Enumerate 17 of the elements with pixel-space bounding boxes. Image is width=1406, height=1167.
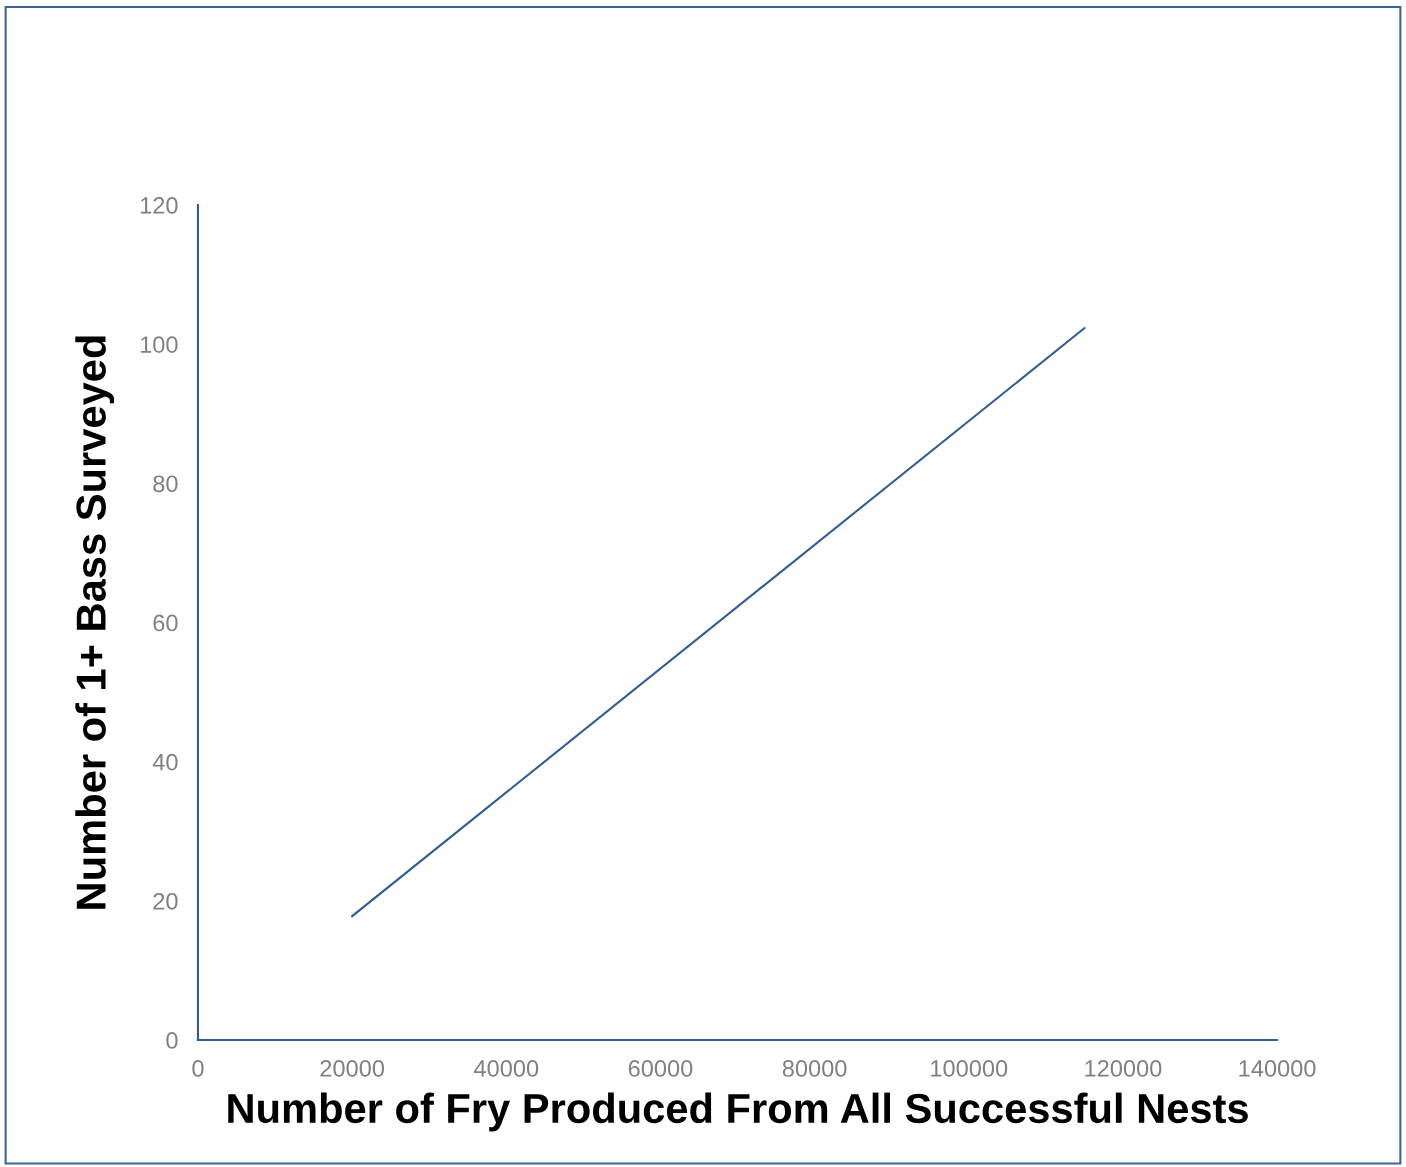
x-axis-title: Number of Fry Produced From All Successful Nests <box>228 1092 1248 1132</box>
y-tick-label: 0 <box>166 1032 178 1049</box>
y-tick-label: 120 <box>140 197 178 214</box>
x-tick-label: 100000 <box>931 1060 1008 1077</box>
x-tick-label: 120000 <box>1085 1060 1162 1077</box>
y-tick-label: 20 <box>153 892 178 910</box>
x-tick-label: 140000 <box>1239 1060 1316 1077</box>
y-tick-label: 60 <box>153 614 178 632</box>
x-tick-label: 60000 <box>628 1060 693 1077</box>
x-tick-label: 80000 <box>782 1060 847 1077</box>
y-axis-title: Number of 1+ Bass Surveyed <box>75 336 115 909</box>
y-tick-label: 40 <box>152 753 178 771</box>
y-tick-label: 80 <box>153 475 178 493</box>
x-tick-label: 0 <box>192 1060 204 1077</box>
x-tick-label: 20000 <box>320 1060 385 1077</box>
y-tick-label: 100 <box>140 336 178 353</box>
x-tick-label: 40000 <box>474 1060 539 1077</box>
